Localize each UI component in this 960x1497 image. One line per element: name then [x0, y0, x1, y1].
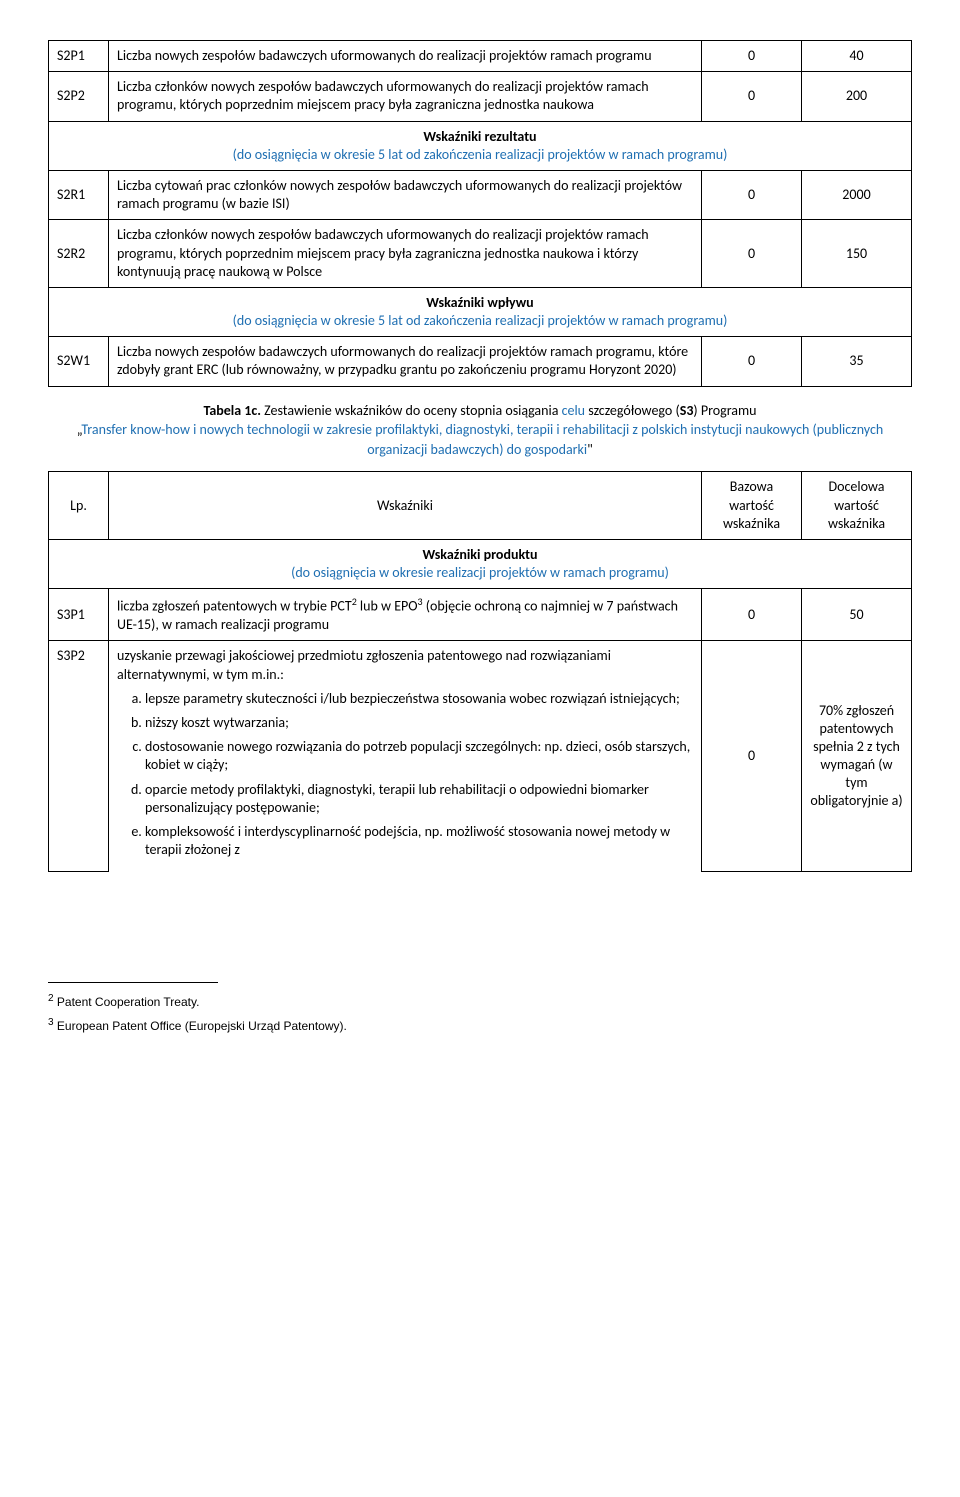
section-title: Wskaźniki produktu — [57, 546, 903, 564]
row-value-target: 200 — [802, 72, 912, 121]
footnote-2: 2 Patent Cooperation Treaty. — [48, 993, 912, 1009]
col-header-lp: Lp. — [49, 472, 109, 540]
row-desc: uzyskanie przewagi jakościowej przedmiot… — [109, 641, 702, 871]
table-row: S2P2 Liczba członków nowych zespołów bad… — [49, 72, 912, 121]
row-value-base: 0 — [702, 220, 802, 288]
row-code: S2R1 — [49, 170, 109, 219]
footnote-separator — [48, 982, 218, 983]
row-value-target: 70% zgłoszeń patentowych spełnia 2 z tyc… — [802, 641, 912, 871]
row-code: S2P1 — [49, 41, 109, 72]
row-code: S3P2 — [49, 641, 109, 871]
row-value-base: 0 — [702, 41, 802, 72]
table-s3: Lp. Wskaźniki Bazowa wartość wskaźnika D… — [48, 471, 912, 871]
section-subtitle: (do osiągnięcia w okresie realizacji pro… — [291, 564, 669, 581]
row-code: S3P1 — [49, 589, 109, 641]
row-value-target: 150 — [802, 220, 912, 288]
row-value-base: 0 — [702, 170, 802, 219]
row-value-base: 0 — [702, 641, 802, 871]
list-item: lepsze parametry skuteczności i/lub bezp… — [145, 690, 693, 708]
section-header-produktu: Wskaźniki produktu (do osiągnięcia w okr… — [49, 539, 912, 588]
row-value-target: 35 — [802, 337, 912, 386]
row-value-base: 0 — [702, 589, 802, 641]
row-value-target: 40 — [802, 41, 912, 72]
row-desc: Liczba nowych zespołów badawczych uformo… — [109, 337, 702, 386]
row-value-base: 0 — [702, 72, 802, 121]
col-header-base: Bazowa wartość wskaźnika — [702, 472, 802, 540]
section-header-rezultatu: Wskaźniki rezultatu (do osiągnięcia w ok… — [49, 121, 912, 170]
list-item: oparcie metody profilaktyki, diagnostyki… — [145, 781, 693, 817]
row-desc: liczba zgłoszeń patentowych w trybie PCT… — [109, 589, 702, 641]
table-header-row: Lp. Wskaźniki Bazowa wartość wskaźnika D… — [49, 472, 912, 540]
list-item: niższy koszt wytwarzania; — [145, 714, 693, 732]
row-desc: Liczba członków nowych zespołów badawczy… — [109, 220, 702, 288]
table-row: S3P1 liczba zgłoszeń patentowych w trybi… — [49, 589, 912, 641]
row-value-base: 0 — [702, 337, 802, 386]
table-row: S3P2 uzyskanie przewagi jakościowej prze… — [49, 641, 912, 871]
row-desc: Liczba nowych zespołów badawczych uformo… — [109, 41, 702, 72]
row-code: S2W1 — [49, 337, 109, 386]
list-item: dostosowanie nowego rozwiązania do potrz… — [145, 738, 693, 774]
section-subtitle: (do osiągnięcia w okresie 5 lat od zakoń… — [233, 312, 728, 329]
table-caption-1c: Tabela 1c. Zestawienie wskaźników do oce… — [68, 401, 892, 460]
row-desc: Liczba cytowań prac członków nowych zesp… — [109, 170, 702, 219]
section-subtitle: (do osiągnięcia w okresie 5 lat od zakoń… — [233, 146, 728, 163]
row-value-target: 50 — [802, 589, 912, 641]
criteria-list: lepsze parametry skuteczności i/lub bezp… — [117, 690, 693, 860]
caption-label: Tabela 1c. — [203, 402, 261, 419]
row-code: S2P2 — [49, 72, 109, 121]
table-row: S2P1 Liczba nowych zespołów badawczych u… — [49, 41, 912, 72]
row-value-target: 2000 — [802, 170, 912, 219]
table-row: S2R1 Liczba cytowań prac członków nowych… — [49, 170, 912, 219]
table-row: S2R2 Liczba członków nowych zespołów bad… — [49, 220, 912, 288]
list-item: kompleksowość i interdyscyplinarność pod… — [145, 823, 693, 859]
row-desc: Liczba członków nowych zespołów badawczy… — [109, 72, 702, 121]
table-s2: S2P1 Liczba nowych zespołów badawczych u… — [48, 40, 912, 387]
section-header-wplywu: Wskaźniki wpływu (do osiągnięcia w okres… — [49, 287, 912, 336]
table-row: S2W1 Liczba nowych zespołów badawczych u… — [49, 337, 912, 386]
col-header-wskazniki: Wskaźniki — [109, 472, 702, 540]
col-header-target: Docelowa wartość wskaźnika — [802, 472, 912, 540]
section-title: Wskaźniki rezultatu — [57, 128, 903, 146]
row-code: S2R2 — [49, 220, 109, 288]
footnotes: 2 Patent Cooperation Treaty. 3 European … — [48, 982, 912, 1033]
section-title: Wskaźniki wpływu — [57, 294, 903, 312]
footnote-3: 3 European Patent Office (Europejski Urz… — [48, 1017, 912, 1033]
